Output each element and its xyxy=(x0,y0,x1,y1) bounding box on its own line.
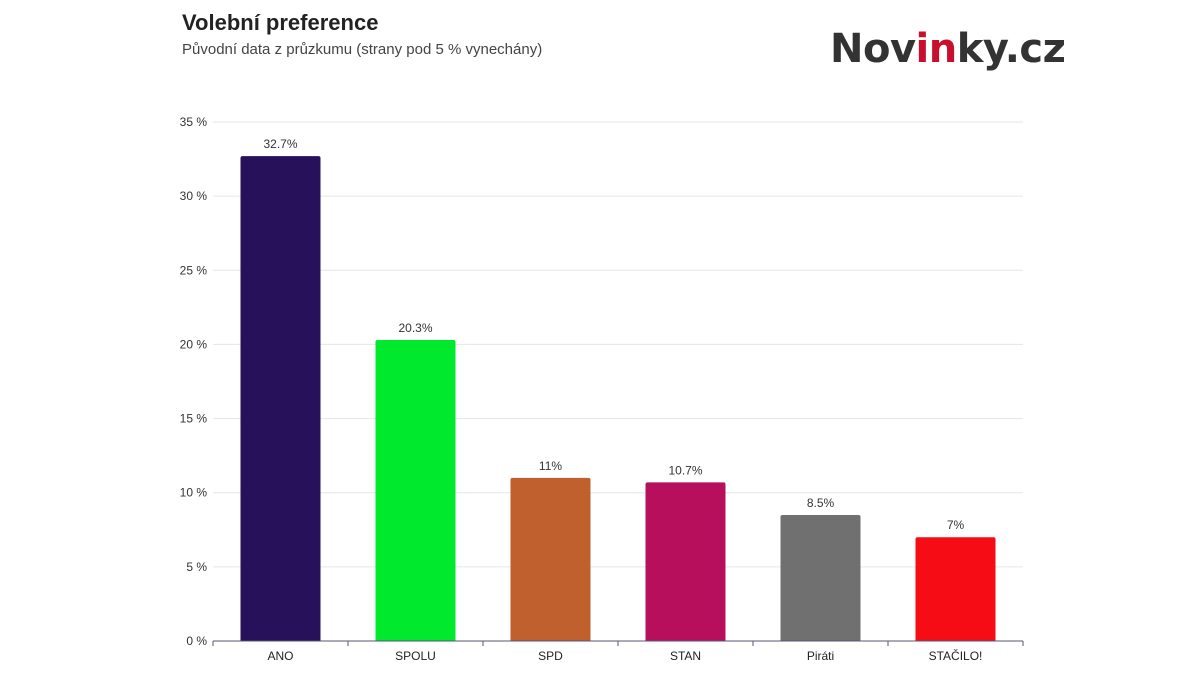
y-axis-ticks: 0 % 5 % 10 % 15 % 20 % 25 % 30 % 35 % xyxy=(180,115,208,648)
y-tick-label: 35 % xyxy=(180,115,208,129)
bar-stailo xyxy=(915,537,996,641)
x-category-label: Piráti xyxy=(807,649,834,663)
data-label: 11% xyxy=(539,459,562,473)
x-category-label: STAČILO! xyxy=(929,648,983,663)
data-labels: 32.7% 20.3% 11% 10.7% 8.5% 7% xyxy=(263,137,964,532)
data-label: 8.5% xyxy=(807,496,835,510)
bar-spd xyxy=(510,477,591,641)
data-label: 7% xyxy=(947,518,965,532)
bar-ano xyxy=(240,156,321,641)
y-tick-label: 5 % xyxy=(186,560,207,574)
x-axis: ANO SPOLU SPD STAN Piráti STAČILO! xyxy=(212,640,1024,663)
chart-subtitle: Původní data z průzkumu (strany pod 5 % … xyxy=(182,41,543,58)
y-tick-label: 20 % xyxy=(180,337,208,351)
data-label: 10.7% xyxy=(668,463,702,477)
logo-text-start: Nov xyxy=(830,26,916,72)
gridlines xyxy=(213,121,1023,568)
bar-pirti xyxy=(780,514,861,641)
novinky-logo[interactable]: Novinky.cz xyxy=(830,26,1066,72)
x-category-label: SPOLU xyxy=(395,649,436,663)
x-category-label: SPD xyxy=(538,649,563,663)
chart-title: Volební preference xyxy=(182,10,379,35)
y-tick-label: 15 % xyxy=(180,412,208,426)
x-category-label: STAN xyxy=(670,649,701,663)
y-tick-label: 30 % xyxy=(180,189,208,203)
y-tick-label: 10 % xyxy=(180,486,208,500)
bar-spolu xyxy=(375,339,456,641)
logo-text-accent: in xyxy=(915,26,958,72)
x-category-label: ANO xyxy=(267,649,293,663)
logo-text-end: ky.cz xyxy=(956,26,1066,72)
data-label: 32.7% xyxy=(263,137,297,151)
bars xyxy=(240,156,996,641)
data-label: 20.3% xyxy=(398,321,432,335)
y-tick-label: 0 % xyxy=(186,634,207,648)
bar-stan xyxy=(645,482,726,641)
y-tick-label: 25 % xyxy=(180,263,208,277)
